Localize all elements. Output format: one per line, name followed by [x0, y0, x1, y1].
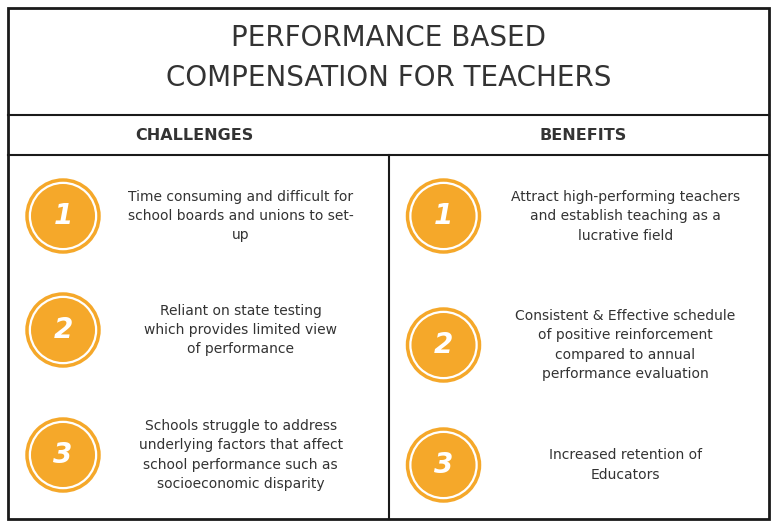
Text: 1: 1 — [54, 202, 72, 230]
Circle shape — [407, 180, 479, 252]
FancyBboxPatch shape — [8, 8, 769, 519]
Circle shape — [31, 184, 95, 248]
Circle shape — [31, 298, 95, 362]
Text: CHALLENGES: CHALLENGES — [135, 128, 253, 142]
Circle shape — [407, 309, 479, 381]
Circle shape — [27, 419, 99, 491]
Text: BENEFITS: BENEFITS — [539, 128, 626, 142]
Text: Time consuming and difficult for
school boards and unions to set-
up: Time consuming and difficult for school … — [128, 190, 354, 242]
Text: COMPENSATION FOR TEACHERS: COMPENSATION FOR TEACHERS — [166, 64, 611, 92]
Circle shape — [412, 184, 476, 248]
Text: 1: 1 — [434, 202, 453, 230]
Text: PERFORMANCE BASED: PERFORMANCE BASED — [231, 24, 546, 52]
Circle shape — [27, 180, 99, 252]
Text: Increased retention of
Educators: Increased retention of Educators — [549, 448, 702, 482]
Text: 2: 2 — [54, 316, 72, 344]
Text: 2: 2 — [434, 331, 453, 359]
Circle shape — [31, 423, 95, 487]
Circle shape — [412, 313, 476, 377]
Circle shape — [407, 429, 479, 501]
Text: Reliant on state testing
which provides limited view
of performance: Reliant on state testing which provides … — [145, 304, 337, 356]
Text: 3: 3 — [434, 451, 453, 479]
Circle shape — [27, 294, 99, 366]
Circle shape — [412, 433, 476, 497]
Text: Schools struggle to address
underlying factors that affect
school performance su: Schools struggle to address underlying f… — [138, 419, 343, 491]
Text: Consistent & Effective schedule
of positive reinforcement
compared to annual
per: Consistent & Effective schedule of posit… — [515, 309, 735, 381]
Text: Attract high-performing teachers
and establish teaching as a
lucrative field: Attract high-performing teachers and est… — [510, 190, 740, 242]
Text: 3: 3 — [54, 441, 72, 469]
